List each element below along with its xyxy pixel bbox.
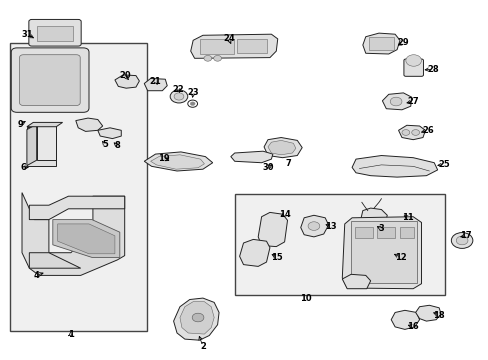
Circle shape [405,55,421,66]
Polygon shape [53,220,120,257]
Polygon shape [29,253,81,268]
Text: 15: 15 [271,253,283,262]
Polygon shape [239,239,269,266]
Polygon shape [342,274,370,289]
Polygon shape [115,75,139,88]
Bar [376,227,394,238]
Text: 5: 5 [102,140,108,149]
Polygon shape [190,34,277,58]
Circle shape [401,130,409,135]
Polygon shape [398,125,425,140]
Polygon shape [300,215,328,237]
Circle shape [203,55,211,61]
Text: 31: 31 [21,30,33,39]
Polygon shape [258,212,287,247]
Circle shape [190,102,195,105]
Polygon shape [180,302,214,334]
Text: 20: 20 [119,71,130,80]
Polygon shape [173,298,219,340]
Text: 19: 19 [158,154,169,163]
Bar [368,37,393,50]
Bar [354,227,372,238]
FancyBboxPatch shape [403,59,423,76]
Text: 24: 24 [223,34,234,43]
Text: 14: 14 [279,210,290,219]
Text: 28: 28 [426,65,438,74]
Text: 13: 13 [325,222,336,231]
Circle shape [187,100,197,107]
Polygon shape [150,155,204,169]
Polygon shape [144,152,212,171]
Polygon shape [230,151,272,163]
Polygon shape [27,124,37,166]
Polygon shape [264,138,302,158]
Text: 2: 2 [200,342,205,351]
Text: 22: 22 [172,85,184,94]
Polygon shape [27,122,62,127]
Circle shape [389,97,401,106]
Polygon shape [342,217,421,289]
Circle shape [455,236,467,245]
Circle shape [192,313,203,322]
Text: 26: 26 [421,126,433,135]
Text: 6: 6 [20,163,26,172]
Text: 25: 25 [437,161,449,169]
Text: 17: 17 [459,231,470,240]
Polygon shape [382,93,411,110]
Polygon shape [390,310,419,329]
Circle shape [174,93,183,100]
Circle shape [307,222,319,230]
Text: 27: 27 [407,97,418,106]
Circle shape [411,130,419,135]
Polygon shape [27,127,56,166]
Polygon shape [362,33,399,54]
Circle shape [450,233,472,248]
Polygon shape [360,208,386,226]
Bar [37,26,73,41]
Circle shape [170,90,187,103]
FancyBboxPatch shape [11,48,89,112]
Polygon shape [58,224,115,254]
FancyBboxPatch shape [20,55,80,105]
Bar [350,221,416,283]
Polygon shape [22,193,124,275]
Polygon shape [351,156,437,177]
Text: 7: 7 [285,159,291,168]
FancyBboxPatch shape [29,19,81,46]
Text: 11: 11 [402,213,413,222]
Text: 10: 10 [299,294,311,302]
Polygon shape [98,128,121,139]
Polygon shape [29,196,124,220]
Text: 30: 30 [262,163,273,172]
Text: 29: 29 [397,38,408,47]
Bar [234,194,444,295]
Polygon shape [76,118,102,131]
Polygon shape [267,140,295,155]
Polygon shape [415,305,440,321]
Circle shape [213,55,221,61]
Text: 12: 12 [394,253,406,262]
Text: 4: 4 [34,271,40,280]
Text: 21: 21 [149,77,161,85]
Text: 16: 16 [407,323,418,331]
Polygon shape [144,78,167,91]
Text: 9: 9 [18,120,23,129]
Text: 23: 23 [187,88,199,97]
Bar [199,39,233,54]
Text: 8: 8 [114,141,120,150]
Text: 18: 18 [432,310,444,320]
Bar [399,227,413,238]
Text: 3: 3 [378,224,384,233]
Polygon shape [37,124,56,160]
Text: 1: 1 [68,330,74,338]
Bar [10,43,146,331]
Bar [237,39,266,53]
